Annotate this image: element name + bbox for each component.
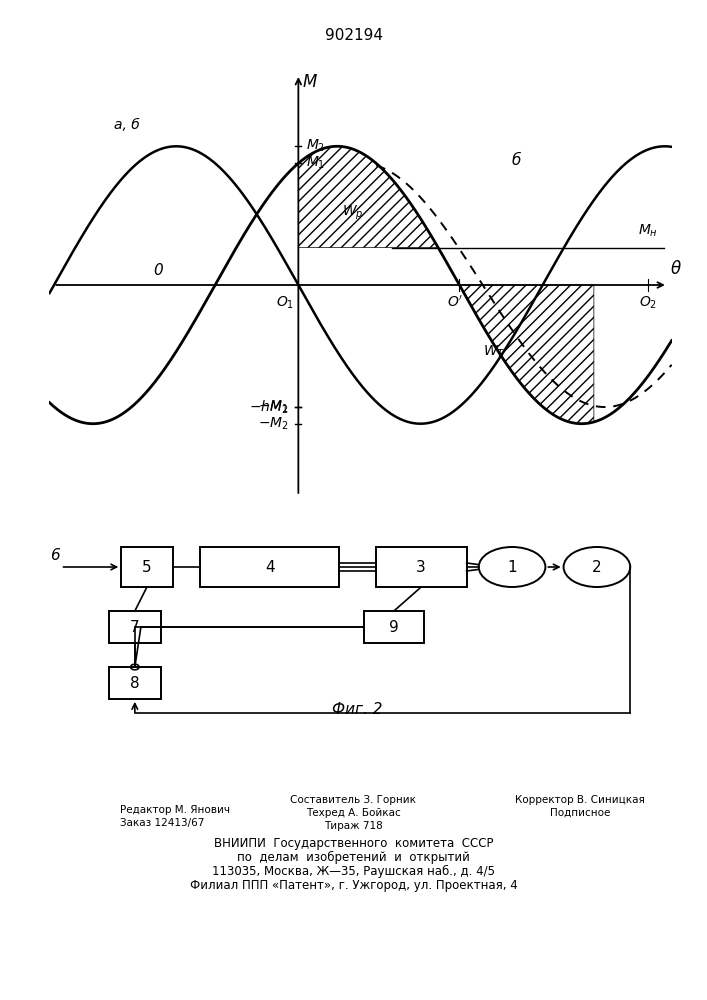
Text: по  делам  изобретений  и  открытий: по делам изобретений и открытий <box>237 851 470 864</box>
Bar <box>121 547 173 587</box>
Text: Тираж 718: Тираж 718 <box>324 821 383 831</box>
Text: Подписное: Подписное <box>549 808 610 818</box>
Text: $M_н$: $M_н$ <box>638 223 658 239</box>
Text: $W_T$: $W_T$ <box>484 343 506 360</box>
Text: $O_1$: $O_1$ <box>276 295 294 311</box>
Text: $O'$: $O'$ <box>448 295 464 310</box>
Text: 5: 5 <box>142 560 152 574</box>
Text: $\theta$: $\theta$ <box>670 260 682 278</box>
Text: 9: 9 <box>389 619 399 635</box>
Bar <box>109 611 160 643</box>
Text: $O_2$: $O_2$ <box>639 295 658 311</box>
Text: $-hM_2$: $-hM_2$ <box>250 398 289 416</box>
Text: $M_1$: $M_1$ <box>306 155 325 171</box>
Text: 1: 1 <box>507 560 517 574</box>
Text: Составитель З. Горник: Составитель З. Горник <box>291 795 416 805</box>
Text: $W_p$: $W_p$ <box>342 204 363 222</box>
Text: 8: 8 <box>130 676 140 690</box>
Bar <box>375 547 467 587</box>
Text: б: б <box>511 153 521 168</box>
Text: 4: 4 <box>265 560 274 574</box>
Text: 0: 0 <box>153 263 163 278</box>
Bar <box>363 611 424 643</box>
Text: 7: 7 <box>130 619 140 635</box>
Bar <box>109 667 160 699</box>
Text: ВНИИПИ  Государственного  комитета  СССР: ВНИИПИ Государственного комитета СССР <box>214 837 493 850</box>
Text: $-M_2$: $-M_2$ <box>258 416 289 432</box>
Text: Корректор В. Синицкая: Корректор В. Синицкая <box>515 795 645 805</box>
Text: $M_2$: $M_2$ <box>306 138 325 154</box>
Text: 113035, Москва, Ж—35, Раушская наб., д. 4/5: 113035, Москва, Ж—35, Раушская наб., д. … <box>212 865 495 878</box>
Text: 6: 6 <box>49 548 59 563</box>
Text: M: M <box>303 73 317 91</box>
Text: a, б: a, б <box>115 118 140 132</box>
Text: 3: 3 <box>416 560 426 574</box>
Text: Фиг. 2: Фиг. 2 <box>332 702 382 716</box>
Text: Редактор М. Янович: Редактор М. Янович <box>120 805 230 815</box>
Text: Заказ 12413/67: Заказ 12413/67 <box>120 818 204 828</box>
Text: Филиал ППП «Патент», г. Ужгород, ул. Проектная, 4: Филиал ППП «Патент», г. Ужгород, ул. Про… <box>189 879 518 892</box>
Text: 2: 2 <box>592 560 602 574</box>
Text: 902194: 902194 <box>325 28 382 43</box>
Text: Техред А. Бойкас: Техред А. Бойкас <box>306 808 401 818</box>
Text: $-M_1$: $-M_1$ <box>258 399 289 415</box>
Bar <box>200 547 339 587</box>
